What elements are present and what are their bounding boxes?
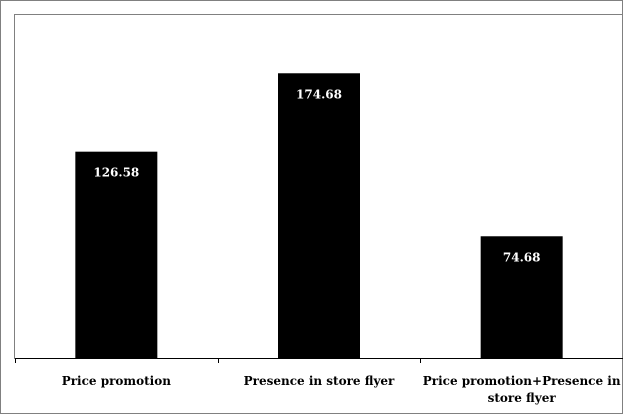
category-label-3: Price promotion+Presence in store flyer: [423, 374, 621, 405]
category-labels-group: Price promotion Presence in store flyer Pr…: [62, 374, 621, 405]
bar-3: [480, 236, 563, 358]
data-label-3: 74.68: [503, 250, 541, 264]
bar-1: [75, 151, 158, 358]
data-label-1: 126.58: [93, 166, 139, 180]
x-ticks-group: [15, 358, 421, 363]
category-label-2: Presence in store flyer: [244, 374, 395, 388]
bar-2: [278, 73, 360, 358]
bars-group: [75, 73, 563, 358]
category-label-1: Price promotion: [62, 374, 172, 388]
data-labels-group: 126.58 174.68 74.68: [93, 87, 540, 264]
data-label-2: 174.68: [296, 87, 342, 101]
